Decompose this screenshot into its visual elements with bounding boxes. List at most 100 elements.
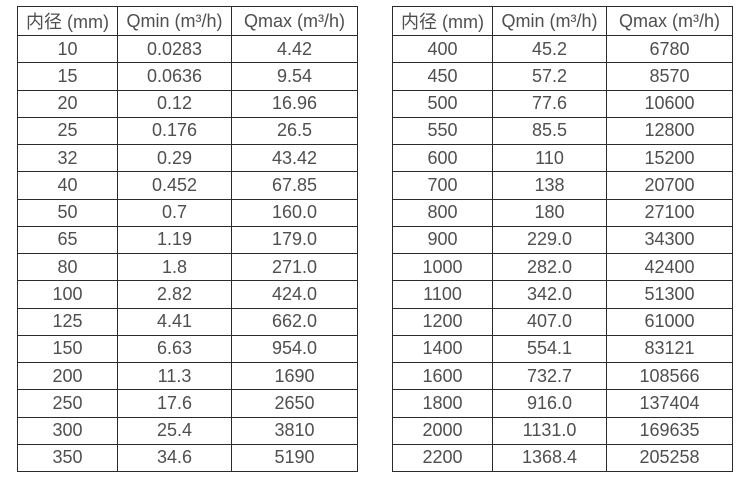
table-row: 65 1.19 179.0 — [17, 225, 358, 255]
table-row: 900 229.0 34300 — [392, 225, 733, 255]
diameter-cell: 350 — [17, 443, 118, 473]
table-row: 10 0.0283 4.42 — [17, 34, 358, 64]
qmax-cell: 137404 — [606, 389, 733, 418]
qmin-cell: 85.5 — [492, 116, 607, 146]
table-row: 100 2.82 424.0 — [17, 280, 358, 309]
qmax-cell: 26.5 — [231, 116, 358, 146]
qmax-cell: 42400 — [606, 252, 733, 282]
diameter-cell: 25 — [17, 116, 118, 146]
table-row: 300 25.4 3810 — [17, 416, 358, 445]
qmax-cell: 10600 — [606, 89, 733, 118]
qmax-cell: 108566 — [606, 361, 733, 391]
qmin-cell: 25.4 — [117, 416, 232, 445]
qmin-cell: 342.0 — [492, 280, 607, 309]
qmax-cell: 83121 — [606, 334, 733, 364]
qmax-cell: 4.42 — [231, 34, 358, 64]
diameter-cell: 550 — [392, 116, 493, 146]
qmax-cell: 954.0 — [231, 334, 358, 364]
diameter-cell: 1400 — [392, 334, 493, 364]
diameter-cell: 900 — [392, 225, 493, 255]
diameter-column-header: 内径 (mm) — [392, 6, 493, 36]
flow-rate-table-small-diameters: 内径 (mm) Qmin (m³/h) Qmax (m³/h) 10 0.0283 4.… — [17, 6, 358, 473]
table-row: 1600 732.7 108566 — [392, 361, 733, 391]
qmin-cell: 1.19 — [117, 225, 232, 255]
qmin-cell: 17.6 — [117, 389, 232, 418]
qmax-cell: 16.96 — [231, 89, 358, 118]
qmin-cell: 1.8 — [117, 252, 232, 282]
diameter-cell: 250 — [17, 389, 118, 418]
qmax-cell: 2650 — [231, 389, 358, 418]
qmax-cell: 12800 — [606, 116, 733, 146]
qmin-cell: 0.176 — [117, 116, 232, 146]
diameter-cell: 800 — [392, 198, 493, 227]
diameter-cell: 1600 — [392, 361, 493, 391]
table-row: 32 0.29 43.42 — [17, 143, 358, 173]
diameter-cell: 1800 — [392, 389, 493, 418]
qmin-cell: 0.12 — [117, 89, 232, 118]
table-row: 200 11.3 1690 — [17, 361, 358, 391]
diameter-cell: 1000 — [392, 252, 493, 282]
qmin-cell: 0.0283 — [117, 34, 232, 64]
qmax-cell: 20700 — [606, 171, 733, 200]
table-row: 600 110 15200 — [392, 143, 733, 173]
diameter-column-header: 内径 (mm) — [17, 6, 118, 36]
diameter-cell: 80 — [17, 252, 118, 282]
table-row: 1100 342.0 51300 — [392, 280, 733, 309]
diameter-cell: 10 — [17, 34, 118, 64]
diameter-cell: 200 — [17, 361, 118, 391]
qmax-cell: 205258 — [606, 443, 733, 473]
qmax-cell: 169635 — [606, 416, 733, 445]
table-row: 1200 407.0 61000 — [392, 307, 733, 336]
qmin-cell: 916.0 — [492, 389, 607, 418]
table-row: 800 180 27100 — [392, 198, 733, 227]
table-row: 1400 554.1 83121 — [392, 334, 733, 364]
qmax-cell: 179.0 — [231, 225, 358, 255]
diameter-cell: 2000 — [392, 416, 493, 445]
qmin-cell: 554.1 — [492, 334, 607, 364]
table-row: 150 6.63 954.0 — [17, 334, 358, 364]
qmin-cell: 1131.0 — [492, 416, 607, 445]
table-row: 2000 1131.0 169635 — [392, 416, 733, 445]
qmin-cell: 229.0 — [492, 225, 607, 255]
qmax-cell: 51300 — [606, 280, 733, 309]
qmin-cell: 6.63 — [117, 334, 232, 364]
table-row: 450 57.2 8570 — [392, 62, 733, 91]
table-row: 400 45.2 6780 — [392, 34, 733, 64]
table-row: 250 17.6 2650 — [17, 389, 358, 418]
qmax-cell: 160.0 — [231, 198, 358, 227]
qmin-cell: 2.82 — [117, 280, 232, 309]
qmin-cell: 0.452 — [117, 171, 232, 200]
diameter-cell: 300 — [17, 416, 118, 445]
qmin-cell: 407.0 — [492, 307, 607, 336]
qmax-cell: 34300 — [606, 225, 733, 255]
qmin-cell: 138 — [492, 171, 607, 200]
qmin-cell: 11.3 — [117, 361, 232, 391]
table-row: 125 4.41 662.0 — [17, 307, 358, 336]
table-row: 500 77.6 10600 — [392, 89, 733, 118]
table-row: 550 85.5 12800 — [392, 116, 733, 146]
qmax-cell: 6780 — [606, 34, 733, 64]
table-row: 1800 916.0 137404 — [392, 389, 733, 418]
diameter-cell: 150 — [17, 334, 118, 364]
table-row: 15 0.0636 9.54 — [17, 62, 358, 91]
qmin-cell: 0.29 — [117, 143, 232, 173]
qmin-cell: 110 — [492, 143, 607, 173]
qmax-cell: 67.85 — [231, 171, 358, 200]
table-row: 350 34.6 5190 — [17, 443, 358, 473]
qmax-cell: 9.54 — [231, 62, 358, 91]
table-row: 50 0.7 160.0 — [17, 198, 358, 227]
diameter-cell: 400 — [392, 34, 493, 64]
diameter-cell: 500 — [392, 89, 493, 118]
qmax-column-header: Qmax (m³/h) — [231, 6, 358, 36]
table-row: 80 1.8 271.0 — [17, 252, 358, 282]
qmin-cell: 180 — [492, 198, 607, 227]
qmax-cell: 43.42 — [231, 143, 358, 173]
qmin-cell: 45.2 — [492, 34, 607, 64]
qmin-column-header: Qmin (m³/h) — [492, 6, 607, 36]
table-row: 700 138 20700 — [392, 171, 733, 200]
header-row: 内径 (mm) Qmin (m³/h) Qmax (m³/h) — [392, 6, 733, 36]
diameter-cell: 100 — [17, 280, 118, 309]
flow-rate-table-large-diameters: 内径 (mm) Qmin (m³/h) Qmax (m³/h) 400 45.2 678… — [392, 6, 733, 473]
qmin-cell: 1368.4 — [492, 443, 607, 473]
diameter-cell: 125 — [17, 307, 118, 336]
